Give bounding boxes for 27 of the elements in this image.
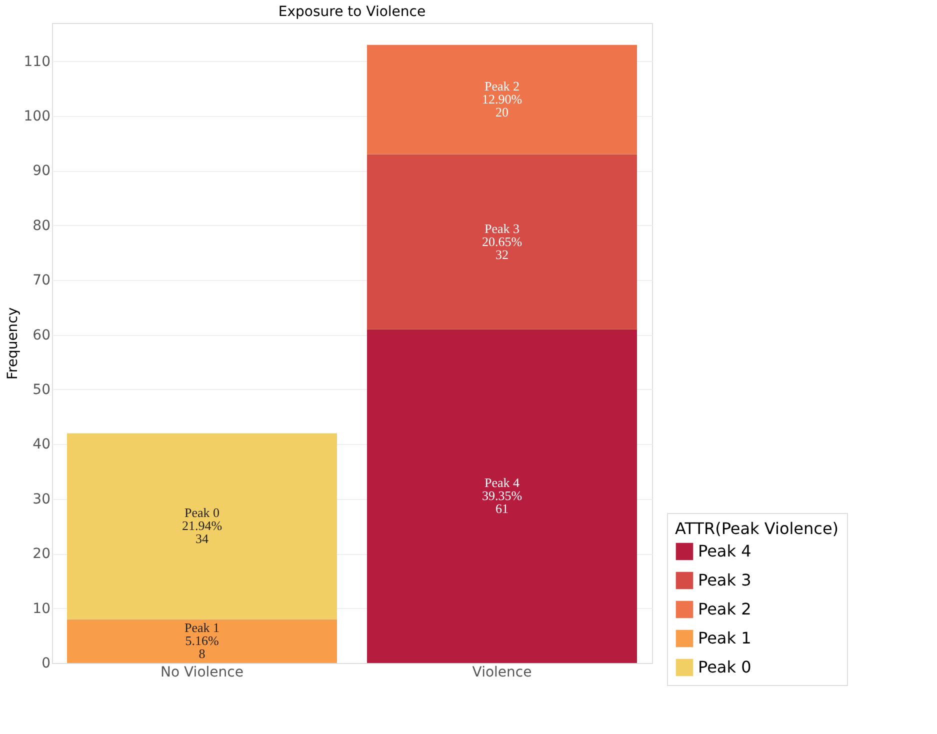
legend-title: ATTR(Peak Violence) <box>675 519 839 538</box>
y-tick-label: 50 <box>32 382 50 398</box>
data-label: Peak 0 21.94% 34 <box>182 505 222 546</box>
y-tick-label: 20 <box>32 546 50 562</box>
y-tick-label: 80 <box>32 218 50 234</box>
data-label: Peak 2 12.90% 20 <box>482 78 522 120</box>
y-tick-label: 110 <box>24 54 50 70</box>
legend-label: Peak 4 <box>698 542 752 560</box>
y-tick-label: 30 <box>32 491 50 508</box>
x-tick-label: No Violence <box>160 664 244 680</box>
x-tick-label: Violence <box>472 664 532 680</box>
y-tick-label: 70 <box>32 272 50 289</box>
y-tick-label: 40 <box>32 436 50 453</box>
legend-label: Peak 1 <box>698 628 752 648</box>
y-tick-label: 100 <box>24 108 50 124</box>
chart-title: Exposure to Violence <box>278 4 426 20</box>
y-tick-label: 90 <box>32 163 50 180</box>
y-axis-title: Frequency <box>4 307 21 380</box>
y-tick-label: 60 <box>32 327 50 344</box>
data-label: Peak 4 39.35% 61 <box>482 475 522 516</box>
legend-label: Peak 0 <box>698 658 752 676</box>
data-label: Peak 1 5.16% 8 <box>184 620 220 662</box>
data-label: Peak 3 20.65% 32 <box>482 220 522 262</box>
y-tick-label: 0 <box>42 656 50 672</box>
legend-label: Peak 3 <box>698 570 752 590</box>
legend-label: Peak 2 <box>698 600 752 618</box>
y-tick-label: 10 <box>32 600 50 617</box>
